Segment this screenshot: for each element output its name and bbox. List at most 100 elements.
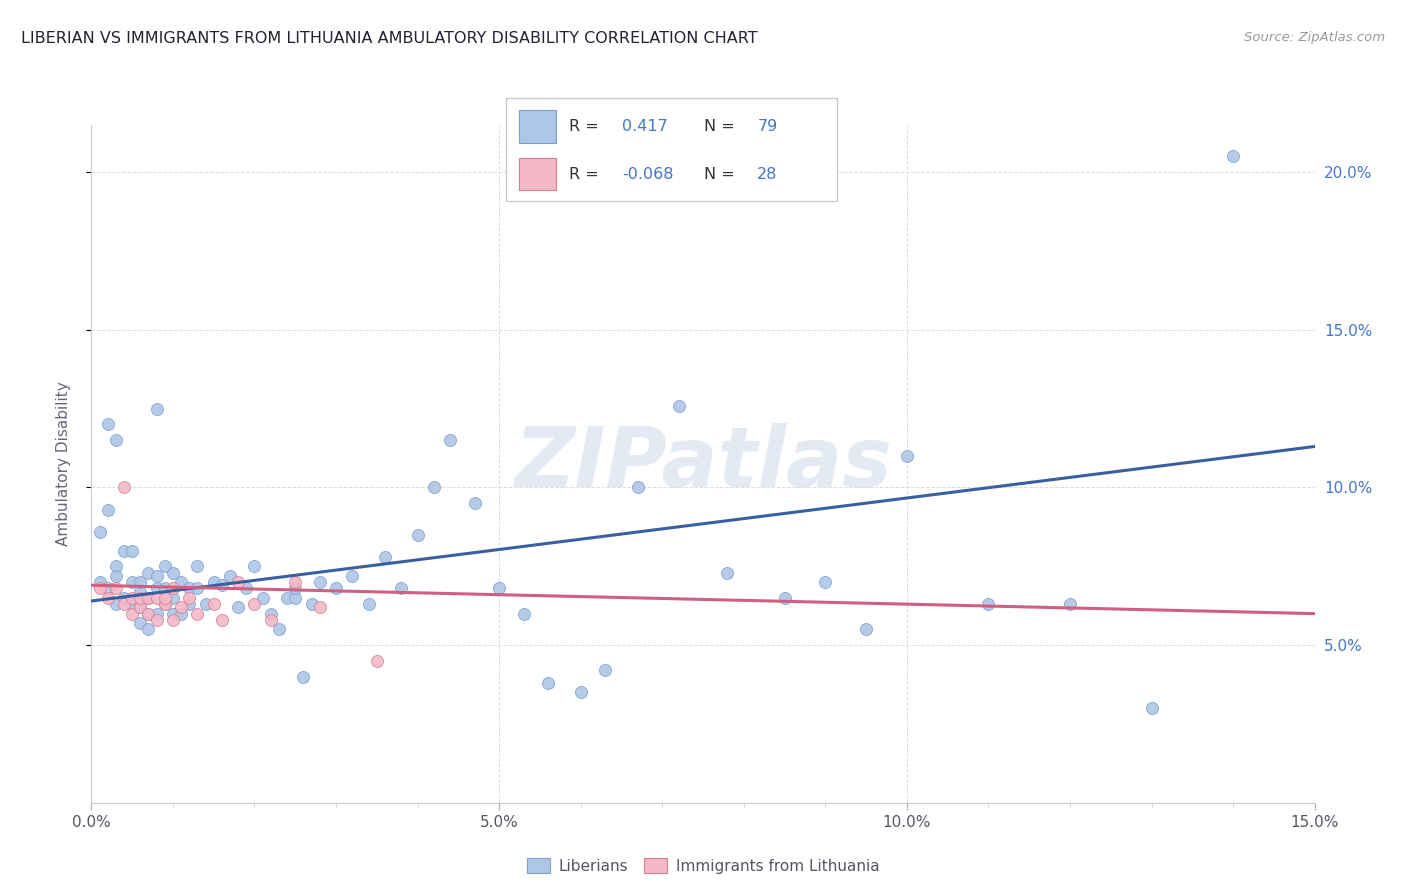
Point [179,597,201,611]
Text: 28: 28 [758,167,778,182]
Text: ZIPatlas: ZIPatlas [515,424,891,504]
Point [569,685,592,699]
Point [129,584,152,599]
Point [325,582,347,596]
Point [153,582,176,596]
Point [406,528,429,542]
Point [129,616,152,631]
Point [138,566,160,580]
Point [153,591,176,605]
Point [464,496,486,510]
Point [179,591,201,605]
Point [593,664,616,678]
Point [292,670,315,684]
Point [423,481,446,495]
Point [162,591,184,605]
Point [512,607,534,621]
Point [260,607,283,621]
Point [97,591,120,605]
Point [1140,701,1163,715]
Point [145,607,167,621]
Point [488,582,510,596]
Point [773,591,796,605]
Point [374,549,396,564]
Point [439,433,461,447]
Text: Source: ZipAtlas.com: Source: ZipAtlas.com [1244,31,1385,45]
Point [145,613,167,627]
Point [129,591,152,605]
Point [97,582,120,596]
Point [162,566,184,580]
Point [977,597,1000,611]
Point [226,600,249,615]
Point [366,654,388,668]
Point [104,433,127,447]
Point [112,543,135,558]
FancyBboxPatch shape [519,158,555,190]
Point [170,600,193,615]
Point [153,597,176,611]
Point [716,566,738,580]
Point [89,582,111,596]
Point [138,591,160,605]
Point [357,597,380,611]
Text: -0.068: -0.068 [621,167,673,182]
Point [243,559,266,574]
Point [89,575,111,590]
Point [138,591,160,605]
Point [284,582,307,596]
Point [226,575,249,590]
Point [211,578,233,592]
Point [342,568,364,582]
Point [112,597,135,611]
Point [145,401,167,416]
Point [145,582,167,596]
Legend: Liberians, Immigrants from Lithuania: Liberians, Immigrants from Lithuania [520,852,886,880]
Point [97,417,120,432]
Point [179,582,201,596]
Point [537,676,560,690]
Point [170,575,193,590]
Point [202,575,225,590]
Point [153,597,176,611]
Point [129,575,152,590]
Point [170,607,193,621]
Point [389,582,412,596]
Text: 0.417: 0.417 [621,120,668,135]
Point [145,591,167,605]
Point [186,607,208,621]
Point [202,597,225,611]
Point [284,575,307,590]
Point [252,591,274,605]
Point [138,607,160,621]
Text: R =: R = [569,120,599,135]
Point [138,623,160,637]
Point [276,591,298,605]
Point [896,449,918,463]
Point [129,600,152,615]
Point [308,575,330,590]
Point [104,597,127,611]
Point [97,502,120,516]
Point [89,524,111,539]
Point [627,481,650,495]
Point [153,559,176,574]
Point [235,582,257,596]
Point [162,613,184,627]
Point [162,607,184,621]
Point [121,591,143,605]
Point [260,613,283,627]
Text: N =: N = [704,167,735,182]
FancyBboxPatch shape [519,111,555,144]
Point [104,582,127,596]
Point [145,568,167,582]
Point [121,575,143,590]
Point [668,399,690,413]
Text: N =: N = [704,120,735,135]
Point [301,597,323,611]
Point [129,600,152,615]
Point [194,597,217,611]
Y-axis label: Ambulatory Disability: Ambulatory Disability [56,382,70,546]
Point [211,613,233,627]
Point [284,591,307,605]
